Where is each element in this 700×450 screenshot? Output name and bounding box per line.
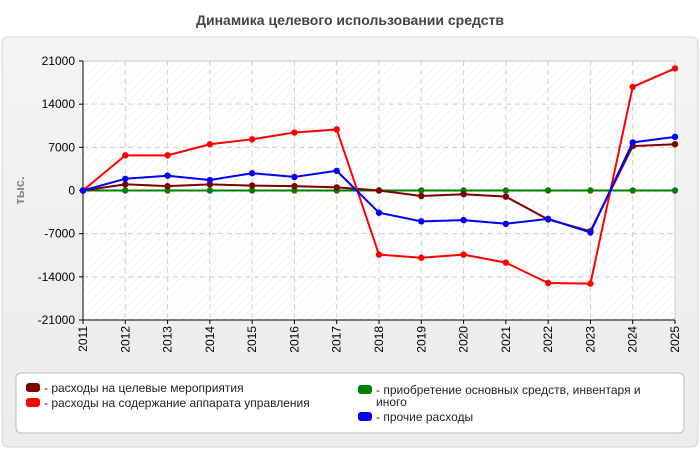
series-point-2 bbox=[418, 187, 425, 194]
y-tick-label: 21000 bbox=[42, 54, 76, 68]
series-point-0 bbox=[460, 191, 467, 198]
x-tick-label: 2013 bbox=[161, 326, 175, 353]
x-tick-label: 2022 bbox=[541, 326, 555, 353]
x-tick-label: 2012 bbox=[118, 326, 132, 353]
legend: - расходы на целевые мероприятия- расход… bbox=[26, 381, 641, 424]
series-point-0 bbox=[122, 181, 129, 188]
legend-label-3: - прочие расходы bbox=[376, 410, 473, 424]
x-tick-label: 2020 bbox=[457, 326, 471, 353]
series-point-0 bbox=[164, 182, 171, 190]
series-point-1 bbox=[248, 136, 256, 143]
y-tick-label: 0 bbox=[68, 184, 75, 198]
legend-swatch-1 bbox=[26, 398, 40, 407]
series-point-0 bbox=[248, 182, 256, 189]
series-point-1 bbox=[629, 83, 636, 91]
legend-swatch-3 bbox=[358, 412, 372, 421]
series-point-1 bbox=[375, 251, 383, 258]
series-point-3 bbox=[587, 229, 594, 236]
series-point-2 bbox=[248, 187, 256, 194]
series-point-3 bbox=[544, 215, 552, 223]
series-point-3 bbox=[502, 220, 510, 227]
series-point-1 bbox=[122, 152, 129, 159]
series-point-0 bbox=[418, 192, 425, 200]
series-point-0 bbox=[333, 184, 340, 191]
series-point-2 bbox=[587, 187, 594, 194]
legend-box bbox=[15, 372, 685, 434]
y-tick-label: -21000 bbox=[38, 313, 76, 327]
series-point-3 bbox=[460, 216, 467, 224]
x-tick-label: 2015 bbox=[245, 326, 259, 353]
series-point-2 bbox=[544, 187, 552, 194]
series-point-0 bbox=[502, 193, 510, 200]
series-point-3 bbox=[122, 175, 129, 182]
series-point-3 bbox=[248, 170, 256, 177]
series-point-0 bbox=[291, 182, 298, 190]
legend-swatch-0 bbox=[26, 383, 40, 392]
series-point-1 bbox=[460, 251, 467, 258]
series-point-1 bbox=[164, 152, 171, 159]
series-point-3 bbox=[671, 133, 679, 141]
series-point-1 bbox=[291, 129, 298, 136]
series-point-2 bbox=[206, 187, 214, 194]
series-point-3 bbox=[629, 139, 636, 146]
x-tick-label: 2024 bbox=[626, 326, 640, 353]
series-layer bbox=[79, 65, 679, 287]
series-point-1 bbox=[544, 279, 552, 287]
legend-label-0: - расходы на целевые мероприятия bbox=[44, 381, 244, 395]
series-point-2 bbox=[122, 187, 129, 194]
series-point-3 bbox=[164, 172, 171, 179]
series-point-1 bbox=[333, 126, 340, 133]
legend-label-1: - расходы на содержание аппарата управле… bbox=[44, 396, 310, 410]
series-point-1 bbox=[206, 141, 214, 148]
series-point-0 bbox=[671, 141, 679, 148]
series-point-2 bbox=[629, 187, 636, 194]
x-tick-label: 2018 bbox=[372, 326, 386, 353]
y-tick-label: 14000 bbox=[42, 97, 76, 111]
series-point-3 bbox=[375, 209, 383, 216]
series-point-0 bbox=[375, 187, 383, 194]
series-point-1 bbox=[587, 280, 594, 287]
x-tick-label: 2011 bbox=[76, 326, 90, 352]
series-point-3 bbox=[291, 173, 298, 181]
legend-label-2: - приобретение основных средств, инвента… bbox=[376, 383, 641, 409]
x-tick-label: 2023 bbox=[583, 326, 597, 353]
series-point-1 bbox=[418, 254, 425, 261]
series-point-1 bbox=[502, 259, 510, 266]
x-tick-label: 2016 bbox=[287, 326, 301, 353]
y-tick-label: 7000 bbox=[48, 140, 75, 154]
series-point-3 bbox=[206, 176, 214, 184]
series-point-2 bbox=[671, 187, 679, 194]
chart-title: Динамика целевого использовании средств bbox=[196, 12, 504, 28]
series-point-3 bbox=[79, 187, 87, 194]
y-tick-label: -14000 bbox=[38, 270, 76, 284]
series-point-3 bbox=[333, 167, 340, 174]
x-tick-label: 2025 bbox=[668, 326, 682, 353]
y-tick-label: -7000 bbox=[44, 227, 75, 241]
y-axis-label: тыс. bbox=[12, 176, 27, 204]
series-point-1 bbox=[671, 65, 679, 72]
x-tick-label: 2014 bbox=[203, 326, 217, 353]
legend-swatch-2 bbox=[358, 385, 372, 394]
x-tick-label: 2021 bbox=[499, 326, 513, 353]
x-tick-label: 2019 bbox=[414, 326, 428, 353]
x-tick-label: 2017 bbox=[330, 326, 344, 353]
series-point-2 bbox=[502, 187, 510, 194]
series-point-3 bbox=[418, 218, 425, 225]
